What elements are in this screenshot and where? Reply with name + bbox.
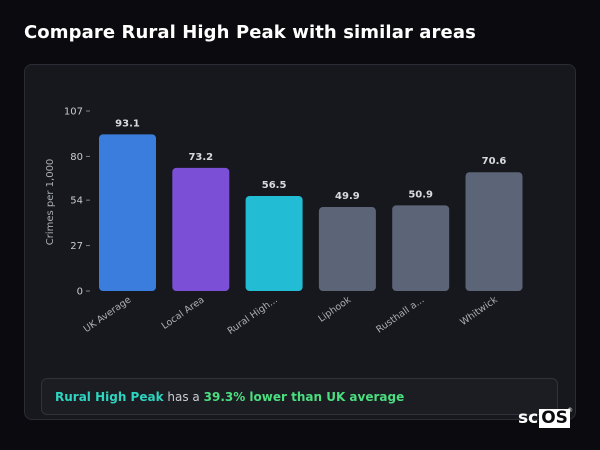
x-category-label: UK Average <box>82 294 134 335</box>
bar-liphook <box>318 207 376 291</box>
summary-area-name: Rural High Peak <box>55 390 164 404</box>
summary-stat: 39.3% lower than UK average <box>203 390 405 404</box>
bar-local-area <box>172 167 230 291</box>
bar-value-label: 49.9 <box>335 191 360 202</box>
bar-uk-average <box>99 134 156 291</box>
y-tick-label: 80 <box>70 152 83 163</box>
x-category-label: Rural High... <box>226 294 280 337</box>
x-category-label: Liphook <box>316 294 353 325</box>
x-category-label: Rusthall a... <box>374 294 426 335</box>
y-tick-label: 0 <box>77 287 83 298</box>
scos-logo: sc OS <box>518 408 570 428</box>
bar-whitwick <box>465 172 523 291</box>
y-tick-label: 27 <box>70 241 83 252</box>
bar-rural-high <box>245 195 303 291</box>
bar-value-label: 70.6 <box>482 156 507 167</box>
y-tick-label: 54 <box>70 196 83 207</box>
logo-text-prefix: sc <box>518 408 539 428</box>
x-category-label: Whitwick <box>458 294 500 328</box>
y-axis-title: Crimes per 1,000 <box>45 159 56 246</box>
page-title: Compare Rural High Peak with similar are… <box>24 22 476 43</box>
summary-middle-text: has a <box>167 390 200 404</box>
bar-rusthall-a <box>392 205 450 291</box>
summary-box: Rural High Peak has a 39.3% lower than U… <box>41 378 558 415</box>
bar-value-label: 93.1 <box>115 118 140 129</box>
x-category-label: Local Area <box>160 294 207 331</box>
logo-registered-mark: ® <box>567 407 573 414</box>
bar-value-label: 56.5 <box>262 180 287 191</box>
y-tick-label: 107 <box>64 107 83 118</box>
bar-value-label: 50.9 <box>408 189 433 200</box>
logo-text-box: OS <box>539 408 570 428</box>
bar-value-label: 73.2 <box>188 152 213 163</box>
